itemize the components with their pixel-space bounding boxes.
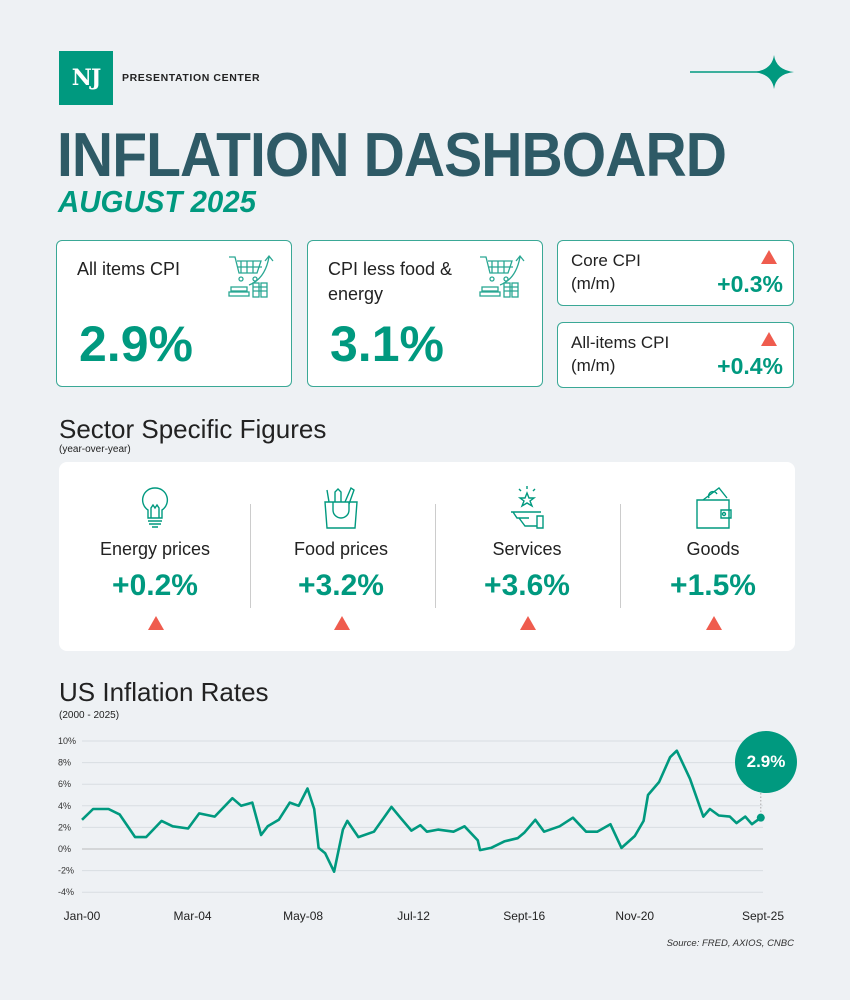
- sector-value: +1.5%: [670, 569, 756, 602]
- y-tick-label: -4%: [58, 887, 74, 897]
- y-tick-label: 10%: [58, 736, 76, 746]
- y-tick-label: 8%: [58, 758, 71, 768]
- up-arrow-icon: [761, 250, 777, 264]
- wallet-icon: [696, 487, 732, 529]
- monthly-label: Core CPI (m/m): [571, 251, 641, 293]
- lightbulb-icon: [141, 487, 169, 528]
- sector-value: +3.6%: [484, 569, 570, 602]
- y-tick-label: 0%: [58, 844, 71, 854]
- y-tick-label: -2%: [58, 866, 74, 876]
- sector-value: +3.2%: [298, 569, 384, 602]
- divider: [250, 504, 251, 608]
- sector-services: Services +3.6%: [435, 462, 619, 651]
- kpi-label: CPI less food & energy: [328, 259, 453, 304]
- y-tick-label: 4%: [58, 801, 71, 811]
- divider: [620, 504, 621, 608]
- chart-subtitle: (2000 - 2025): [59, 710, 120, 721]
- sector-label: Energy prices: [99, 539, 211, 559]
- inflation-series-line: [81, 749, 762, 873]
- up-arrow-icon: [761, 332, 777, 346]
- shopping-cart-rising-icon: [228, 254, 274, 298]
- up-arrow-icon: [148, 616, 164, 630]
- monthly-card-core: Core CPI (m/m) +0.3%: [557, 240, 794, 306]
- org-name: PRESENTATION CENTER: [122, 72, 261, 84]
- sector-energy: Energy prices +0.2%: [63, 462, 247, 651]
- kpi-card-all-items: All items CPI 2.9%: [56, 240, 292, 387]
- sectors-title: Sector Specific Figures: [59, 414, 327, 444]
- up-arrow-icon: [706, 616, 722, 630]
- x-tick-label: Nov-20: [615, 909, 654, 923]
- x-tick-label: Mar-04: [174, 909, 212, 923]
- sectors-subtitle: (year-over-year): [59, 444, 131, 455]
- monthly-card-all-items: All-items CPI (m/m) +0.4%: [557, 322, 794, 388]
- monthly-label: All-items CPI (m/m): [571, 333, 670, 375]
- x-tick-label: Jan-00: [64, 909, 101, 923]
- sector-label: Goods: [686, 539, 740, 559]
- x-tick-label: May-08: [283, 909, 323, 923]
- kpi-card-core: CPI less food & energy 3.1%: [307, 240, 543, 387]
- kpi-value: 2.9%: [79, 316, 193, 372]
- sparkle-decoration-icon: [690, 55, 794, 89]
- y-tick-label: 6%: [58, 779, 71, 789]
- sector-goods: Goods +1.5%: [621, 462, 805, 651]
- sector-food: Food prices +3.2%: [249, 462, 433, 651]
- shopping-cart-rising-icon: [479, 254, 525, 298]
- divider: [435, 504, 436, 608]
- x-tick-label: Sept-25: [742, 909, 784, 923]
- y-tick-label: 2%: [58, 822, 71, 832]
- page-subtitle: AUGUST 2025: [58, 184, 257, 219]
- service-star-hand-icon: [511, 486, 544, 529]
- up-arrow-icon: [334, 616, 350, 630]
- sector-label: Services: [492, 539, 562, 559]
- x-tick-label: Sept-16: [503, 909, 545, 923]
- sectors-panel: Energy prices +0.2% Food prices +3.2% Se…: [59, 462, 795, 651]
- page-title: INFLATION DASHBOARD: [57, 121, 727, 190]
- up-arrow-icon: [520, 616, 536, 630]
- sector-value: +0.2%: [112, 569, 198, 602]
- latest-value-callout: 2.9%: [735, 731, 797, 793]
- monthly-value: +0.3%: [717, 271, 783, 297]
- latest-data-point: [756, 813, 765, 822]
- sector-label: Food prices: [293, 539, 389, 559]
- kpi-value: 3.1%: [330, 316, 444, 372]
- chart-title: US Inflation Rates: [59, 677, 269, 707]
- kpi-label: All items CPI: [77, 259, 181, 279]
- x-tick-label: Jul-12: [397, 909, 430, 923]
- source-note: Source: FRED, AXIOS, CNBC: [666, 938, 794, 949]
- monthly-value: +0.4%: [717, 353, 783, 379]
- logo: NJ: [59, 51, 113, 105]
- grocery-bag-icon: [324, 486, 358, 529]
